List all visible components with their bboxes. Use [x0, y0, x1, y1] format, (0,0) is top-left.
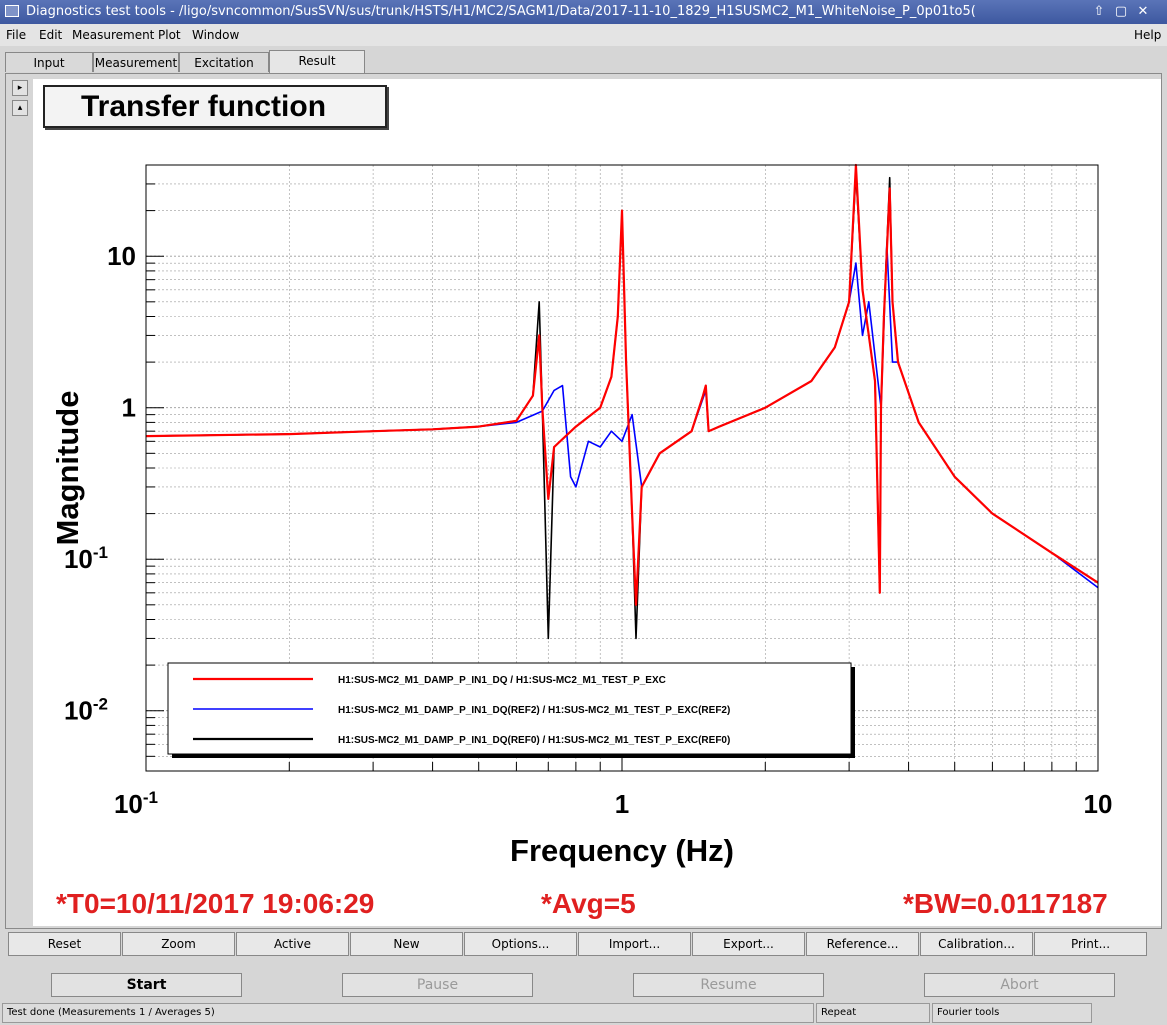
menu-edit[interactable]: Edit [39, 28, 63, 42]
tab-result[interactable]: Result [269, 50, 365, 74]
expand-right-icon[interactable]: ▸ [12, 80, 28, 96]
tab-measurement[interactable]: Measurement [93, 52, 179, 72]
x-tick-label: 10 [1084, 789, 1113, 819]
legend-label-3: H1:SUS-MC2_M1_DAMP_P_IN1_DQ(REF0) / H1:S… [338, 735, 730, 746]
reference-button[interactable]: Reference... [806, 932, 919, 956]
close-icon[interactable]: ✕ [1137, 4, 1149, 19]
y-axis-title: Magnitude [50, 391, 85, 546]
status-tool: Fourier tools [932, 1003, 1092, 1023]
menu-help[interactable]: Help [1134, 28, 1162, 42]
reset-button[interactable]: Reset [8, 932, 121, 956]
zoom-button[interactable]: Zoom [122, 932, 235, 956]
import-button[interactable]: Import... [578, 932, 691, 956]
export-button[interactable]: Export... [692, 932, 805, 956]
x-axis-title: Frequency (Hz) [510, 833, 734, 868]
menu-bar: File Edit Measurement Plot Window Help [0, 24, 1167, 46]
status-mode: Repeat [816, 1003, 930, 1023]
status-bar: Test done (Measurements 1 / Averages 5) … [0, 1003, 1167, 1025]
menu-file[interactable]: File [6, 28, 27, 42]
print-button[interactable]: Print... [1034, 932, 1147, 956]
active-button[interactable]: Active [236, 932, 349, 956]
maximize-icon[interactable]: ⇧ [1093, 4, 1105, 19]
menu-measurement[interactable]: Measurement [72, 28, 155, 42]
options-button[interactable]: Options... [464, 932, 577, 956]
avg-readout: *Avg=5 [541, 888, 636, 919]
y-tick-label: 10-2 [64, 695, 108, 726]
plot-button-row: Reset Zoom Active New Options... Import.… [8, 932, 1158, 956]
calibration-button[interactable]: Calibration... [920, 932, 1033, 956]
abort-button[interactable]: Abort [924, 973, 1115, 997]
tab-bar: Input Measurement Excitation Result [5, 50, 1160, 74]
menu-window[interactable]: Window [192, 28, 240, 42]
y-tick-label: 10 [107, 241, 136, 271]
window-icon [5, 5, 19, 17]
new-button[interactable]: New [350, 932, 463, 956]
tab-excitation[interactable]: Excitation [179, 52, 269, 72]
resume-button[interactable]: Resume [633, 973, 824, 997]
t0-readout: *T0=10/11/2017 19:06:29 [56, 888, 375, 919]
x-tick-label: 1 [615, 789, 629, 819]
x-tick-label: 10-1 [114, 788, 158, 819]
menu-plot[interactable]: Plot [158, 28, 181, 42]
collapse-up-icon[interactable]: ▴ [12, 100, 28, 116]
legend-label-1: H1:SUS-MC2_M1_DAMP_P_IN1_DQ / H1:SUS-MC2… [338, 675, 666, 686]
start-button[interactable]: Start [51, 973, 242, 997]
bw-readout: *BW=0.0117187 [903, 888, 1108, 919]
y-tick-label: 1 [122, 393, 136, 423]
window-titlebar: Diagnostics test tools - /ligo/svncommon… [0, 0, 1167, 24]
window-title: Diagnostics test tools - /ligo/svncommon… [26, 4, 976, 19]
y-tick-label: 10-1 [64, 543, 108, 574]
legend-label-2: H1:SUS-MC2_M1_DAMP_P_IN1_DQ(REF2) / H1:S… [338, 705, 730, 716]
chart-title: Transfer function [43, 85, 387, 128]
series-line-1 [145, 163, 1099, 606]
status-message: Test done (Measurements 1 / Averages 5) [2, 1003, 814, 1023]
minimize-icon[interactable]: ▢ [1114, 4, 1128, 19]
tab-input[interactable]: Input [5, 52, 93, 72]
plot-frame [145, 164, 1099, 772]
pause-button[interactable]: Pause [342, 973, 533, 997]
